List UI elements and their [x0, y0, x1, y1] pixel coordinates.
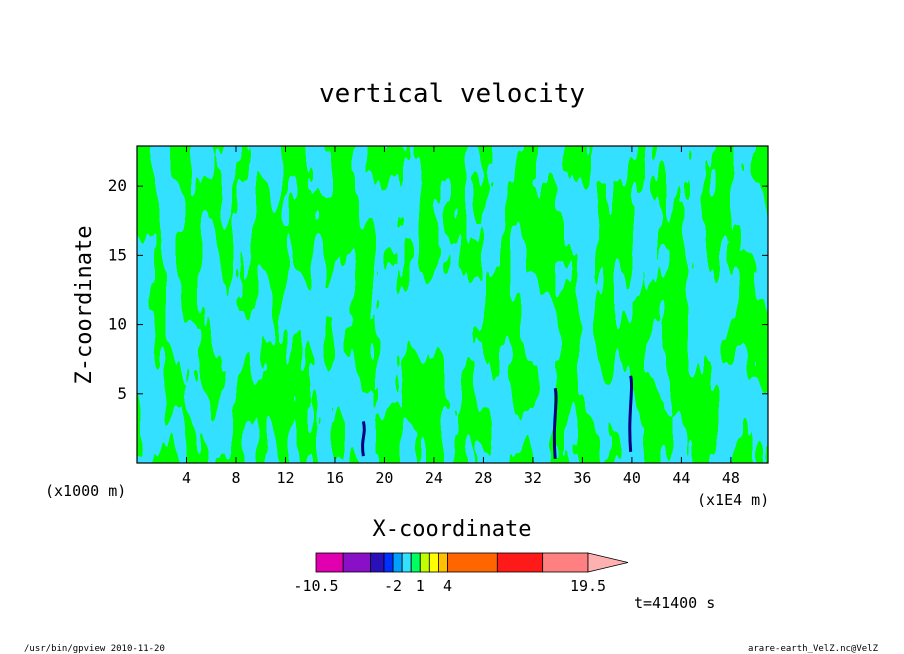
colorbar: -10.5 -2 1 4 19.5: [293, 552, 629, 595]
time-annotation: t=41400 s: [634, 594, 715, 612]
y-axis-label: Z-coordinate: [72, 226, 97, 385]
x-tick-label: 8: [231, 469, 240, 487]
positive-velocity-field: [137, 146, 768, 463]
colorbar-tick-label: -10.5: [293, 577, 338, 595]
colorbar-segment: [419, 552, 430, 573]
x-axis-label: X-coordinate: [373, 517, 532, 542]
colorbar-segment: [392, 552, 403, 573]
colorbar-segment: [428, 552, 439, 573]
colorbar-segment: [410, 552, 421, 573]
colorbar-segment: [315, 552, 344, 573]
colorbar-segment: [342, 552, 371, 573]
colorbar-segment: [383, 552, 394, 573]
colorbar-tick-label: 1: [416, 577, 425, 595]
colorbar-segment: [447, 552, 498, 573]
x-tick-label: 44: [672, 469, 690, 487]
colorbar-segment: [542, 552, 589, 573]
x-tick-label: 40: [623, 469, 641, 487]
chart-title: vertical velocity: [319, 79, 585, 109]
x-tick-label: 32: [524, 469, 542, 487]
plot-area: [137, 146, 768, 463]
colorbar-segment: [437, 552, 448, 573]
colorbar-segment: [401, 552, 412, 573]
y-tick-label: 20: [108, 176, 127, 195]
strong-velocity-streak: [361, 421, 366, 457]
x-tick-label: 28: [474, 469, 492, 487]
x-tick-label: 36: [573, 469, 591, 487]
y-tick-label: 10: [108, 315, 127, 334]
colorbar-tick-label: 4: [443, 577, 452, 595]
x-axis: 4 8 12 16 20 24 28 32 36 40 44 48: [182, 146, 740, 487]
strong-updraft-marks: [361, 375, 634, 459]
colorbar-tick-label: 19.5: [570, 577, 606, 595]
colorbar-tick-label: -2: [384, 577, 402, 595]
strong-velocity-streak: [552, 387, 558, 459]
y-axis: 5 10 15 20: [108, 176, 768, 403]
y-tick-label: 5: [117, 384, 127, 403]
y-tick-label: 15: [108, 245, 127, 264]
footer-right: arare-earth_VelZ.nc@VelZ: [748, 644, 879, 654]
x-tick-label: 48: [722, 469, 740, 487]
x-unit-left: (x1000 m): [45, 482, 126, 500]
x-tick-label: 16: [326, 469, 344, 487]
strong-velocity-streak: [628, 375, 634, 453]
colorbar-extend-arrow: [587, 552, 629, 573]
x-tick-label: 24: [425, 469, 443, 487]
x-tick-label: 20: [375, 469, 393, 487]
x-tick-label: 12: [276, 469, 294, 487]
colorbar-segment: [496, 552, 544, 573]
x-tick-label: 4: [182, 469, 191, 487]
plot-frame: [136, 145, 769, 464]
colorbar-segment: [369, 552, 385, 573]
x-unit-right: (x1E4 m): [697, 491, 769, 509]
footer-left: /usr/bin/gpview 2010-11-20: [24, 644, 165, 654]
